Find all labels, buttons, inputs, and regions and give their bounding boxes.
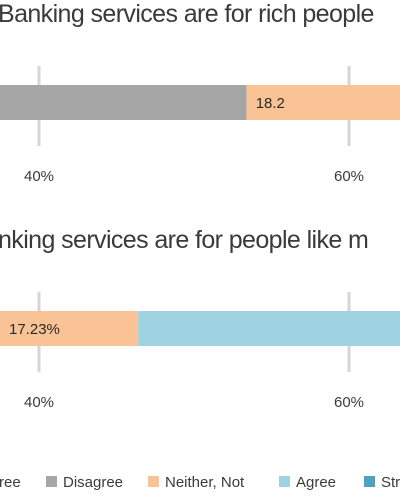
legend-label: Agree — [296, 474, 336, 491]
data-label: 17.23% — [9, 321, 60, 338]
x-tick-label: 40% — [24, 168, 54, 185]
legend-swatch — [279, 476, 290, 487]
legend-item-disagree: Disagree — [46, 474, 123, 491]
legend: ree Disagree Neither, Not Agree Str — [0, 474, 400, 491]
data-label: 18.2 — [256, 95, 285, 112]
legend-item-strongly-agree: Str — [364, 474, 400, 491]
bar-segment-neither — [246, 85, 400, 120]
x-tick-label: 60% — [334, 394, 364, 411]
bar-segment-neither — [0, 311, 139, 346]
legend-swatch — [148, 476, 159, 487]
chart-panel: Banking services are for rich people 40% 6… — [0, 0, 400, 185]
chart-title: Banking services are for rich people — [0, 0, 374, 28]
legend-label: Disagree — [63, 474, 123, 491]
legend-item-strongly-disagree: ree — [0, 474, 21, 491]
legend-item-neither: Neither, Not — [148, 474, 245, 491]
legend-label: ree — [0, 474, 21, 491]
chart-title: nking services are for people like m — [0, 226, 368, 254]
legend-label: Str — [381, 474, 400, 491]
legend-label: Neither, Not — [165, 474, 245, 491]
x-tick-label: 40% — [24, 394, 54, 411]
bar-segment-disagree — [0, 85, 247, 120]
bar-segment-agree — [138, 311, 400, 346]
chart-panel: nking services are for people like m 40% 6… — [0, 226, 400, 411]
legend-item-agree: Agree — [279, 474, 336, 491]
legend-swatch — [46, 476, 57, 487]
x-tick-label: 60% — [334, 168, 364, 185]
legend-swatch — [364, 476, 375, 487]
chart-panels: Banking services are for rich people 40% 6… — [0, 0, 400, 411]
